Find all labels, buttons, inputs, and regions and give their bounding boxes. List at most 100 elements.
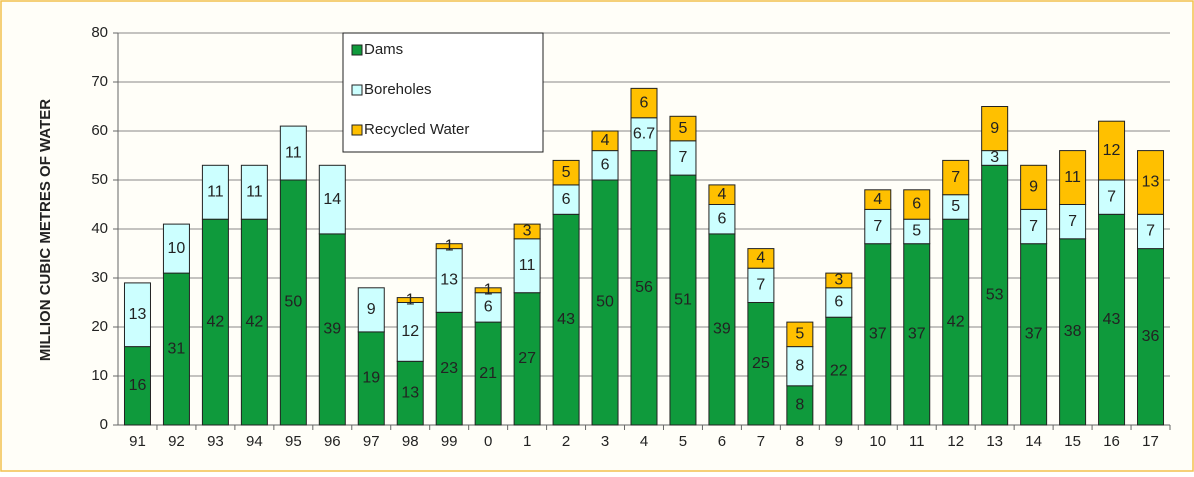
x-tick-label: 10 [869, 433, 886, 450]
bar-segment [1098, 120, 1126, 181]
legend-swatch [351, 84, 363, 96]
data-label: 22 [830, 362, 848, 379]
data-label: 1 [406, 291, 415, 308]
data-label: 9 [990, 120, 999, 137]
data-label: 1 [484, 281, 493, 298]
x-tick-label: 12 [947, 433, 964, 450]
bar-segment [747, 302, 775, 426]
data-label: 19 [362, 370, 380, 387]
x-tick-label: 93 [207, 433, 224, 450]
bar-segment [435, 311, 463, 426]
bar-segment [513, 223, 541, 240]
bar-segment [747, 267, 775, 304]
data-label: 8 [795, 397, 804, 414]
x-tick-label: 91 [129, 433, 146, 450]
x-tick-label: 5 [679, 433, 687, 450]
data-label: 7 [1068, 213, 1077, 230]
bar-segment [201, 164, 229, 220]
bar-segment [240, 218, 268, 426]
bar-segment [1059, 150, 1087, 206]
bar-segment [903, 243, 931, 426]
data-label: 11 [246, 183, 263, 200]
legend-label: Dams [364, 41, 403, 58]
y-tick-label: 70 [91, 73, 108, 90]
x-tick-label: 3 [601, 433, 609, 450]
y-tick-label: 50 [91, 171, 108, 188]
data-label: 10 [168, 240, 186, 257]
data-label: 50 [596, 294, 614, 311]
y-tick-label: 20 [91, 318, 108, 335]
bar-segment [825, 287, 853, 318]
x-tick-label: 95 [285, 433, 302, 450]
data-label: 11 [207, 183, 224, 200]
data-label: 1 [445, 237, 454, 254]
bar-segment [825, 316, 853, 426]
x-tick-label: 8 [796, 433, 804, 450]
x-tick-label: 99 [441, 433, 458, 450]
x-tick-label: 94 [246, 433, 263, 450]
data-label: 9 [367, 301, 376, 318]
data-label: 43 [1103, 311, 1121, 328]
data-label: 5 [795, 326, 804, 343]
bar-segment [669, 115, 697, 142]
bar-segment [435, 243, 463, 250]
data-label: 7 [1029, 218, 1038, 235]
bar-segment [1020, 243, 1048, 426]
x-tick-label: 6 [718, 433, 726, 450]
data-label: 11 [1064, 169, 1081, 186]
data-label: 51 [674, 291, 692, 308]
data-label: 5 [679, 120, 688, 137]
data-label: 13 [1142, 174, 1160, 191]
y-tick-label: 30 [91, 269, 108, 286]
data-label: 43 [557, 311, 575, 328]
y-tick-label: 40 [91, 220, 108, 237]
data-label: 6 [717, 210, 726, 227]
data-label: 42 [245, 313, 263, 330]
bar-segment [279, 125, 307, 181]
data-label: 7 [873, 218, 882, 235]
bar-segment [162, 272, 190, 426]
data-label: 39 [323, 321, 341, 338]
bar-segment [474, 321, 502, 426]
data-label: 4 [756, 250, 765, 267]
data-label: 7 [1146, 223, 1155, 240]
x-tick-label: 0 [484, 433, 492, 450]
data-label: 21 [479, 365, 497, 382]
data-label: 5 [912, 223, 921, 240]
bar-segment [357, 287, 385, 333]
data-label: 3 [834, 272, 843, 289]
x-tick-label: 16 [1103, 433, 1120, 450]
x-tick-label: 17 [1142, 433, 1159, 450]
data-label: 37 [869, 326, 887, 343]
data-label: 4 [873, 191, 882, 208]
bar-segment [396, 360, 424, 426]
bar-segment [747, 248, 775, 269]
data-label: 25 [752, 355, 770, 372]
bar-segment [903, 189, 931, 220]
data-label: 7 [756, 277, 765, 294]
data-label: 27 [518, 350, 536, 367]
x-tick-label: 92 [168, 433, 185, 450]
y-tick-label: 0 [100, 416, 108, 433]
data-label: 9 [1029, 179, 1038, 196]
bar-segment [123, 282, 151, 348]
data-label: 53 [986, 286, 1004, 303]
bar-segment [279, 179, 307, 426]
bar-segment [864, 189, 892, 210]
bars: 1613311042114211501139141991312123131216… [123, 87, 1165, 426]
data-label: 13 [401, 384, 419, 401]
data-label: 11 [285, 144, 302, 161]
data-label: 6 [601, 157, 610, 174]
y-tick-label: 60 [91, 122, 108, 139]
data-label: 23 [440, 360, 458, 377]
bar-segment [513, 238, 541, 294]
data-label: 5 [562, 164, 571, 181]
x-tick-label: 2 [562, 433, 570, 450]
data-label: 13 [129, 306, 147, 323]
data-label: 14 [323, 191, 341, 208]
data-label: 11 [519, 257, 536, 274]
bar-segment [552, 213, 580, 426]
data-label: 7 [1107, 188, 1116, 205]
bar-segment [630, 87, 658, 119]
